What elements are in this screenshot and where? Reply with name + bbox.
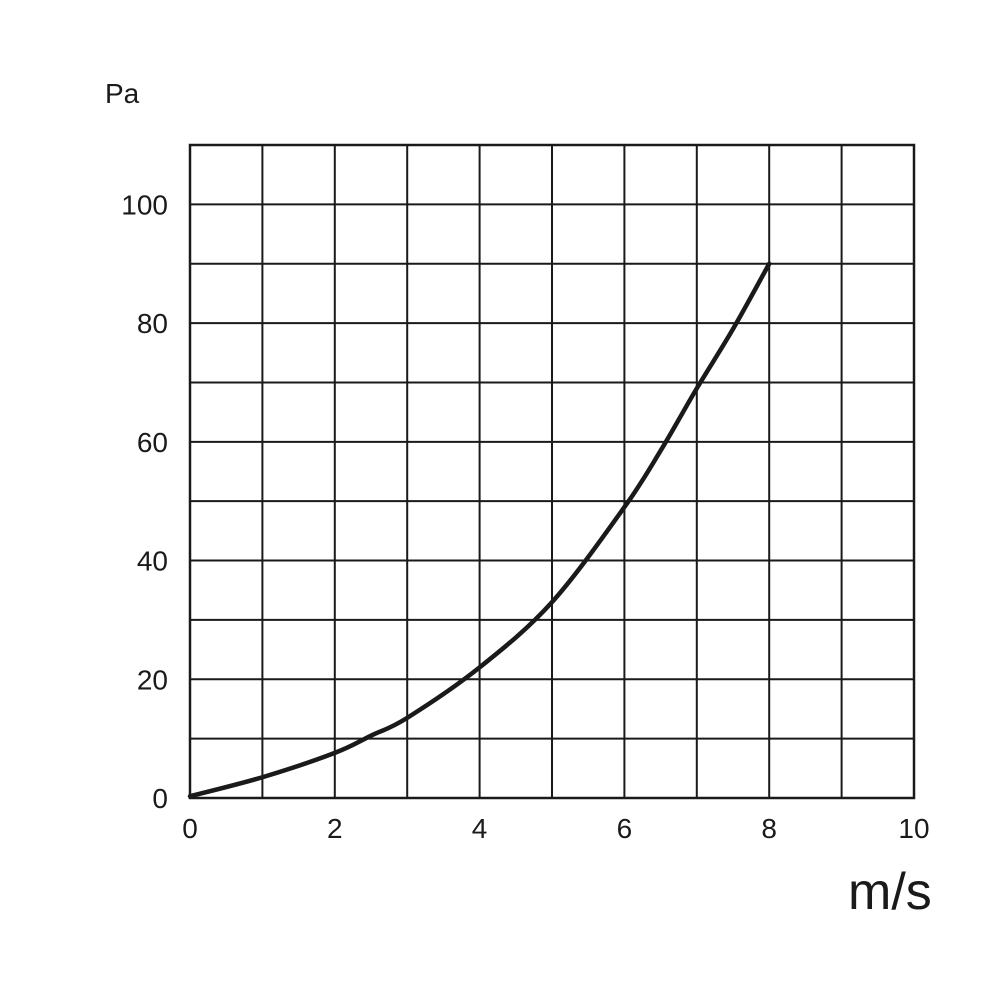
y-tick-label: 20 bbox=[137, 664, 168, 695]
curve-group bbox=[187, 261, 772, 799]
y-tick-labels: 0 20 40 60 80 100 bbox=[121, 189, 168, 814]
plot-frame-group bbox=[188, 143, 916, 800]
x-tick-label: 4 bbox=[472, 813, 488, 844]
x-tick-label: 2 bbox=[327, 813, 343, 844]
x-tick-label: 8 bbox=[761, 813, 777, 844]
x-tick-label: 6 bbox=[617, 813, 633, 844]
y-tick-label: 40 bbox=[137, 546, 168, 577]
plot-frame bbox=[188, 143, 916, 800]
y-tick-label: 0 bbox=[152, 783, 168, 814]
y-axis-label: Pa bbox=[105, 78, 140, 109]
y-tick-label: 80 bbox=[137, 308, 168, 339]
x-tick-labels: 0 2 4 6 8 10 bbox=[182, 813, 929, 844]
grid bbox=[190, 145, 914, 798]
y-tick-label: 60 bbox=[137, 427, 168, 458]
series-line bbox=[187, 261, 772, 799]
x-tick-label: 0 bbox=[182, 813, 198, 844]
x-axis-label: m/s bbox=[848, 863, 932, 921]
y-tick-label: 100 bbox=[121, 189, 168, 220]
x-tick-label: 10 bbox=[898, 813, 929, 844]
